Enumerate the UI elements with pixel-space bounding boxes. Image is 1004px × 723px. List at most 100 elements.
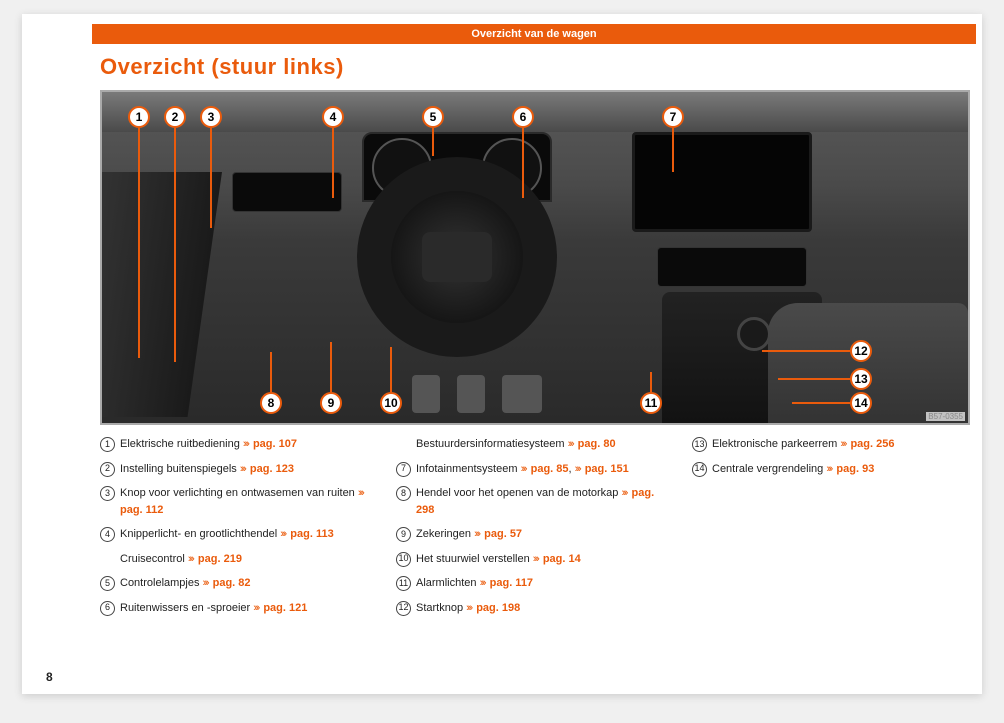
page-ref: pag. 121 [260, 602, 307, 614]
legend-item-text: Centrale vergrendeling [712, 463, 826, 475]
page-ref: pag. 80 [575, 438, 616, 450]
callout-lead [432, 128, 434, 156]
callout-marker-12: 12 [850, 340, 872, 362]
callout-lead [390, 347, 392, 392]
chevron-icon: ››› [840, 438, 845, 450]
callout-marker-13: 13 [850, 368, 872, 390]
legend-item-text: Cruisecontrol [120, 553, 188, 565]
legend-item-number: 6 [100, 601, 115, 616]
legend-item-text: Knop voor verlichting en ontwasemen van … [120, 487, 358, 499]
gear-knob [737, 317, 771, 351]
legend-col-2: Bestuurdersinformatiesysteem ››› pag. 80… [396, 436, 670, 624]
callout-lead [762, 350, 850, 352]
callout-marker-10: 10 [380, 392, 402, 414]
legend-item: 8Hendel voor het openen van de motorkap … [396, 485, 670, 518]
steering-wheel [357, 157, 557, 357]
legend-item: 11 Alarmlichten ››› pag. 117 [396, 575, 670, 592]
section-header-text: Overzicht van de wagen [471, 28, 596, 40]
page-ref: pag. 198 [473, 602, 520, 614]
chevron-icon: ››› [188, 553, 193, 565]
legend-item: Cruisecontrol ››› pag. 219 [100, 551, 374, 568]
chevron-icon: ››› [466, 602, 471, 614]
callout-marker-3: 3 [200, 106, 222, 128]
chevron-icon: ››› [280, 528, 285, 540]
legend-item-number: 2 [100, 462, 115, 477]
legend-item-number: 10 [396, 552, 411, 567]
callout-marker-7: 7 [662, 106, 684, 128]
legend-item-text: Alarmlichten [416, 577, 480, 589]
page-ref: pag. 93 [833, 463, 874, 475]
pedal [457, 375, 485, 413]
page-ref: pag. 14 [540, 553, 581, 565]
wheel-hub [422, 232, 492, 282]
page-ref: pag. 82 [210, 577, 251, 589]
chevron-icon: ››› [203, 577, 208, 589]
page-ref: pag. 112 [120, 504, 163, 516]
callout-marker-2: 2 [164, 106, 186, 128]
callout-lead [778, 378, 850, 380]
legend-item-text: Hendel voor het openen van de motorkap [416, 487, 621, 499]
chevron-icon: ››› [826, 463, 831, 475]
legend-item-text: Infotainmentsysteem [416, 463, 521, 475]
legend-item-text: Controlelampjes [120, 577, 203, 589]
legend-item-text: Bestuurdersinformatiesysteem [416, 438, 568, 450]
pedal [502, 375, 542, 413]
legend-item-number: 9 [396, 527, 411, 542]
legend-item-number: 1 [100, 437, 115, 452]
legend-item: 3 Knop voor verlichting en ontwasemen van… [100, 485, 374, 518]
legend-item: Bestuurdersinformatiesysteem ››› pag. 80 [396, 436, 670, 453]
section-header: Overzicht van de wagen [92, 24, 976, 44]
legend-item: 9 Zekeringen ››› pag. 57 [396, 526, 670, 543]
legend-item-number: 13 [692, 437, 707, 452]
chevron-icon: ››› [474, 528, 479, 540]
legend-item: 6 Ruitenwissers en -sproeier ››› pag. 121 [100, 600, 374, 617]
legend-item: 12 Startknop ››› pag. 198 [396, 600, 670, 617]
page-ref: pag. 117 [487, 577, 533, 589]
callout-marker-5: 5 [422, 106, 444, 128]
page-ref: pag. 123 [247, 463, 294, 475]
legend-item: 5 Controlelampjes ››› pag. 82 [100, 575, 374, 592]
chevron-icon: ››› [568, 438, 573, 450]
legend-item: 10 Het stuurwiel verstellen ››› pag. 14 [396, 551, 670, 568]
callout-marker-8: 8 [260, 392, 282, 414]
legend-item-text: Elektronische parkeerrem [712, 438, 840, 450]
legend-item-number: 14 [692, 462, 707, 477]
page-ref: pag. 107 [250, 438, 297, 450]
page-ref: pag. 256 [847, 438, 894, 450]
legend-item-text: Het stuurwiel verstellen [416, 553, 533, 565]
callout-lead [792, 402, 850, 404]
chevron-icon: ››› [480, 577, 485, 589]
callout-marker-6: 6 [512, 106, 534, 128]
chevron-icon: ››› [240, 463, 245, 475]
door-panel [100, 172, 222, 417]
page-ref: pag. 151 [582, 463, 629, 475]
dashboard-figure: 1234567891011121314 B57-0355 [100, 90, 970, 425]
callout-lead [330, 342, 332, 392]
page-ref: pag. 57 [481, 528, 522, 540]
legend-item-number: 7 [396, 462, 411, 477]
pedals [402, 363, 562, 413]
manual-page: Overzicht van de wagen Overzicht (stuur … [22, 14, 982, 694]
callout-lead [672, 128, 674, 172]
chevron-icon: ››› [533, 553, 538, 565]
legend-item-number: 5 [100, 576, 115, 591]
legend-item-text: Startknop [416, 602, 466, 614]
legend-item-number: 12 [396, 601, 411, 616]
figure-code: B57-0355 [926, 412, 965, 421]
chevron-icon: ››› [253, 602, 258, 614]
legend-item-text: Zekeringen [416, 528, 474, 540]
legend-item-number: 4 [100, 527, 115, 542]
legend-item: 2Instelling buitenspiegels ››› pag. 123 [100, 461, 374, 478]
air-vent-left [232, 172, 342, 212]
legend-col-3: 13Elektronische parkeerrem ››› pag. 2561… [692, 436, 966, 624]
callout-marker-1: 1 [128, 106, 150, 128]
legend-item: 1Elektrische ruitbediening ››› pag. 107 [100, 436, 374, 453]
chevron-icon: ››› [358, 487, 363, 499]
legend-item-number: 3 [100, 486, 115, 501]
legend-columns: 1Elektrische ruitbediening ››› pag. 107 2… [100, 436, 966, 624]
legend-item-number: 11 [396, 576, 411, 591]
callout-marker-11: 11 [640, 392, 662, 414]
legend-item: 13 Elektronische parkeerrem ››› pag. 256 [692, 436, 966, 453]
legend-item-text: Ruitenwissers en -sproeier [120, 602, 253, 614]
callout-marker-4: 4 [322, 106, 344, 128]
